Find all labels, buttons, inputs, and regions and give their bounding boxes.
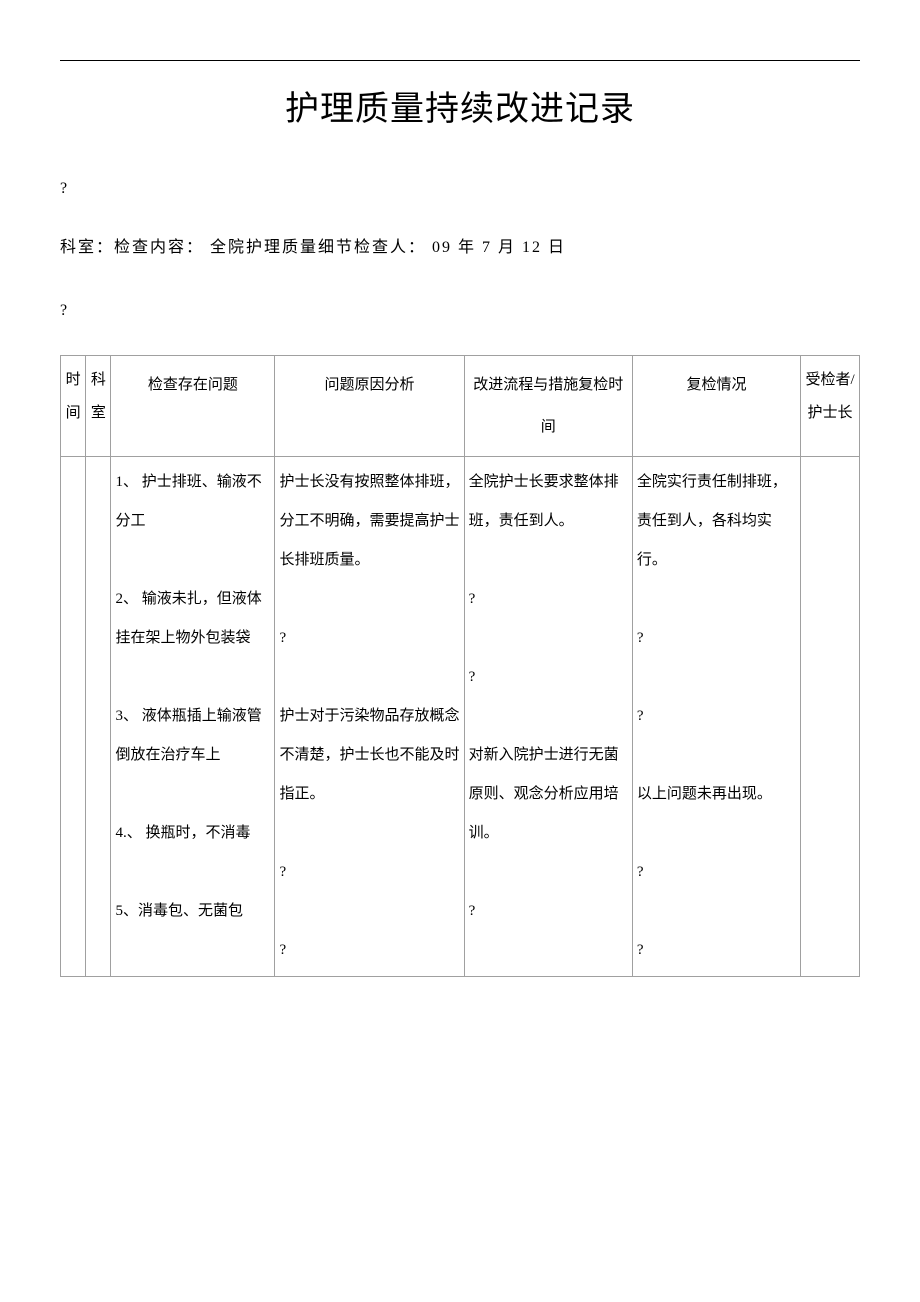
header-problem: 检查存在问题 — [111, 356, 275, 457]
header-recheck: 复检情况 — [632, 356, 800, 457]
header-analysis: 问题原因分析 — [275, 356, 464, 457]
header-dept: 科室 — [86, 356, 111, 457]
cell-measures: 全院护士长要求整体排班，责任到人。 ? ? 对新入院护士进行无菌原则、观念分析应… — [464, 457, 632, 977]
top-rule — [60, 60, 860, 61]
cell-recheck: 全院实行责任制排班，责任到人，各科均实行。 ? ? 以上问题未再出现。 ? ? — [632, 457, 800, 977]
record-table: 时间 科室 检查存在问题 问题原因分析 改进流程与措施复检时间 复检情况 受检者… — [60, 355, 860, 977]
cell-person — [801, 457, 860, 977]
page-title: 护理质量持续改进记录 — [60, 81, 860, 130]
meta-line: 科室：检查内容： 全院护理质量细节检查人： 09 年 7 月 12 日 — [60, 233, 860, 257]
qmark-1: ? — [60, 180, 860, 198]
header-measures: 改进流程与措施复检时间 — [464, 356, 632, 457]
cell-time — [61, 457, 86, 977]
cell-analysis: 护士长没有按照整体排班，分工不明确，需要提高护士长排班质量。 ? 护士对于污染物… — [275, 457, 464, 977]
table-header-row: 时间 科室 检查存在问题 问题原因分析 改进流程与措施复检时间 复检情况 受检者… — [61, 356, 860, 457]
cell-dept — [86, 457, 111, 977]
qmark-2: ? — [60, 302, 860, 320]
cell-problem: 1、 护士排班、输液不分工 2、 输液未扎，但液体挂在架上物外包装袋 3、 液体… — [111, 457, 275, 977]
header-person: 受检者/护士长 — [801, 356, 860, 457]
table-row: 1、 护士排班、输液不分工 2、 输液未扎，但液体挂在架上物外包装袋 3、 液体… — [61, 457, 860, 977]
header-time: 时间 — [61, 356, 86, 457]
